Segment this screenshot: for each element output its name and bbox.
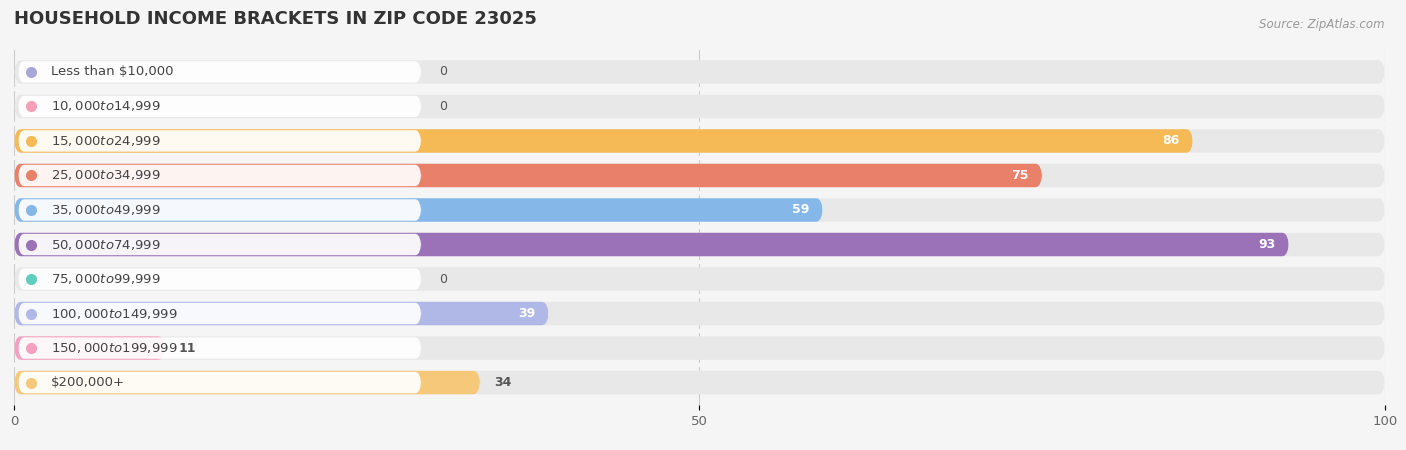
FancyBboxPatch shape: [14, 371, 1385, 394]
Text: $15,000 to $24,999: $15,000 to $24,999: [51, 134, 160, 148]
FancyBboxPatch shape: [14, 198, 823, 222]
Text: 0: 0: [439, 100, 447, 113]
Text: 39: 39: [517, 307, 534, 320]
Text: 59: 59: [792, 203, 810, 216]
FancyBboxPatch shape: [14, 164, 1385, 187]
Text: 93: 93: [1258, 238, 1275, 251]
FancyBboxPatch shape: [18, 338, 422, 359]
FancyBboxPatch shape: [18, 96, 422, 117]
Text: $10,000 to $14,999: $10,000 to $14,999: [51, 99, 160, 113]
FancyBboxPatch shape: [14, 302, 1385, 325]
FancyBboxPatch shape: [14, 302, 548, 325]
Text: $75,000 to $99,999: $75,000 to $99,999: [51, 272, 160, 286]
Text: $150,000 to $199,999: $150,000 to $199,999: [51, 341, 177, 355]
Text: 0: 0: [439, 65, 447, 78]
Text: $25,000 to $34,999: $25,000 to $34,999: [51, 168, 160, 183]
FancyBboxPatch shape: [18, 372, 422, 393]
FancyBboxPatch shape: [18, 199, 422, 220]
FancyBboxPatch shape: [18, 268, 422, 290]
FancyBboxPatch shape: [14, 233, 1385, 256]
FancyBboxPatch shape: [14, 129, 1192, 153]
Text: 86: 86: [1161, 135, 1180, 148]
FancyBboxPatch shape: [14, 129, 1385, 153]
FancyBboxPatch shape: [18, 234, 422, 255]
Text: 34: 34: [494, 376, 512, 389]
Text: $35,000 to $49,999: $35,000 to $49,999: [51, 203, 160, 217]
FancyBboxPatch shape: [14, 233, 1289, 256]
FancyBboxPatch shape: [18, 165, 422, 186]
FancyBboxPatch shape: [18, 303, 422, 324]
Text: 75: 75: [1011, 169, 1029, 182]
Text: $100,000 to $149,999: $100,000 to $149,999: [51, 306, 177, 320]
FancyBboxPatch shape: [14, 371, 481, 394]
FancyBboxPatch shape: [14, 94, 1385, 118]
FancyBboxPatch shape: [14, 267, 1385, 291]
Text: 0: 0: [439, 273, 447, 285]
FancyBboxPatch shape: [14, 60, 1385, 84]
Text: $200,000+: $200,000+: [51, 376, 125, 389]
Text: $50,000 to $74,999: $50,000 to $74,999: [51, 238, 160, 252]
FancyBboxPatch shape: [18, 130, 422, 152]
FancyBboxPatch shape: [14, 198, 1385, 222]
Text: Source: ZipAtlas.com: Source: ZipAtlas.com: [1260, 18, 1385, 31]
FancyBboxPatch shape: [14, 336, 1385, 360]
FancyBboxPatch shape: [18, 61, 422, 83]
FancyBboxPatch shape: [14, 336, 165, 360]
Text: HOUSEHOLD INCOME BRACKETS IN ZIP CODE 23025: HOUSEHOLD INCOME BRACKETS IN ZIP CODE 23…: [14, 10, 537, 28]
Text: Less than $10,000: Less than $10,000: [51, 65, 173, 78]
FancyBboxPatch shape: [14, 164, 1042, 187]
Text: 11: 11: [179, 342, 195, 355]
